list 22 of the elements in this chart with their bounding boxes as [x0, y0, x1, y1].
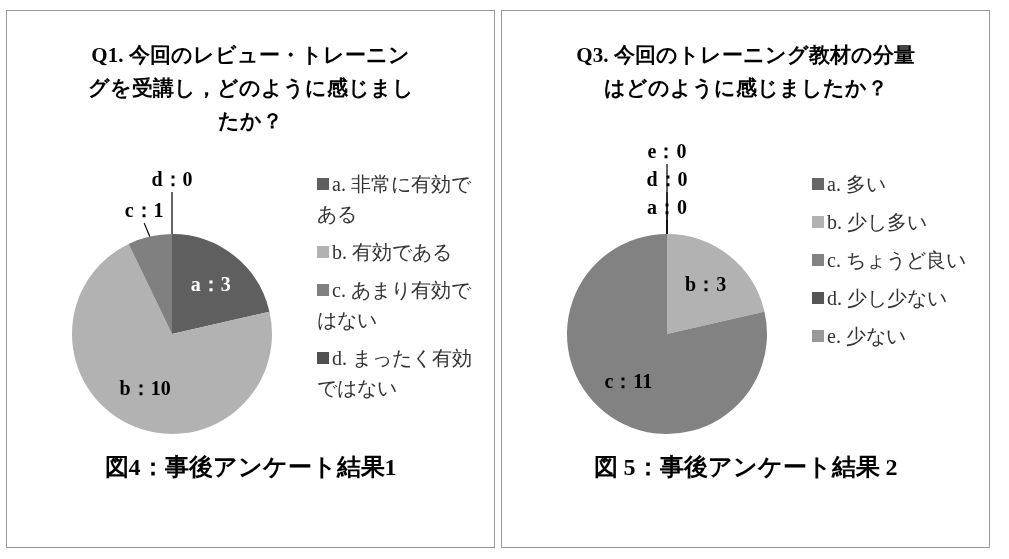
- text: a：0: [647, 196, 687, 219]
- legend-label: b. 有効である: [332, 241, 452, 263]
- data-label: b：10: [119, 377, 171, 400]
- legend-label: d. まったく有効ではない: [317, 347, 472, 399]
- legend-label: a. 非常に有効である: [317, 173, 471, 225]
- data-label: a：3: [190, 272, 231, 295]
- text: d：0: [646, 168, 688, 191]
- data-label: c：11: [604, 369, 653, 392]
- text: e：0: [647, 140, 687, 163]
- legend-label: c. ちょうど良い: [827, 249, 966, 271]
- caption: 図 5：事後アンケート結果 2: [592, 453, 899, 482]
- legend-label: d. 少し少ない: [827, 287, 947, 309]
- text: d：0: [151, 168, 193, 191]
- data-label: b：3: [685, 272, 727, 295]
- chart-title: Q3. 今回のトレーニング教材の分量はどのように感じましたか？: [575, 42, 916, 102]
- chart-title: Q1. 今回のレビュー・トレーニングを受講し，どのように感じましたか？: [86, 42, 415, 135]
- data-label: c：1: [124, 199, 164, 222]
- legend-label: b. 少し多い: [827, 211, 927, 233]
- legend-label: e. 少ない: [827, 325, 906, 347]
- caption: 図4：事後アンケート結果1: [103, 453, 398, 482]
- legend-label: a. 多い: [827, 173, 886, 195]
- legend-label: c. あまり有効ではない: [317, 279, 471, 331]
